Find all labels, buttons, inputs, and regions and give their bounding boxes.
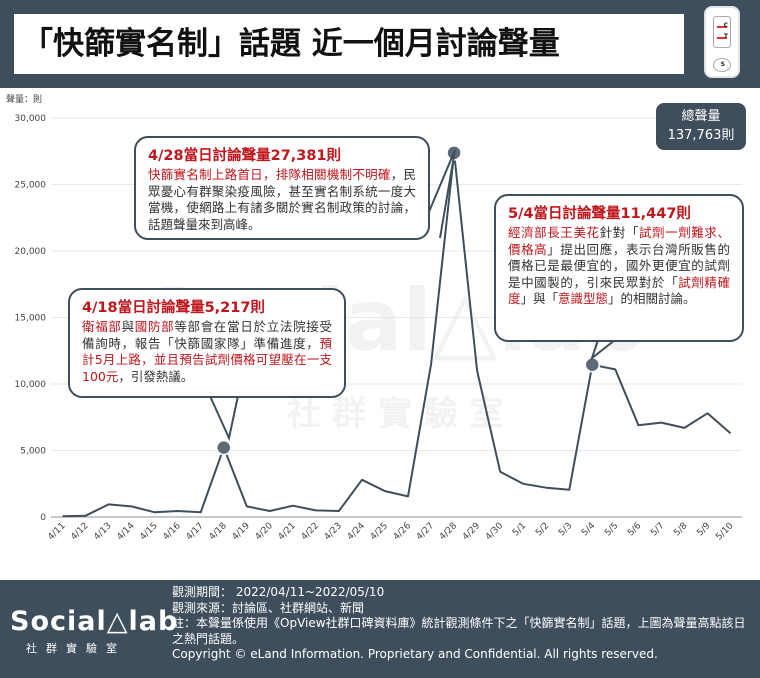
x-tick-label: 5/4 xyxy=(580,521,598,539)
x-tick-label: 4/21 xyxy=(277,521,298,542)
watermark-subtitle: 社 群 實 驗 室 xyxy=(286,394,503,434)
callout-text-segment: 試劑一劑難求、價格高 xyxy=(508,225,730,257)
callout-body: 衛福部與國防部等部會在當日於立法院接受備詢時，報告「快篩國家隊」準備進度，預計5… xyxy=(82,319,332,385)
callout-text-segment: 試劑精確度 xyxy=(508,274,730,307)
callout-heading: 4/18當日討論聲量5,217則 xyxy=(82,300,265,316)
peak-marker xyxy=(216,439,232,456)
kit-label-c: C xyxy=(723,22,728,29)
callout-body: 經濟部長王美花針對「試劑一劑難求、價格高」提出回應，表示台灣所販售的價格已是最便… xyxy=(508,225,730,308)
x-tick-label: 5/9 xyxy=(695,521,713,539)
x-tick-label: 4/18 xyxy=(208,521,230,543)
x-axis-ticks: 4/11 4/12 4/13 4/14 4/15 4/16 4/17 4/18 4/19 4/20… xyxy=(46,521,736,543)
x-tick-label: 5/1 xyxy=(511,521,528,538)
x-tick-label: 4/14 xyxy=(115,521,137,543)
y-tick-label: 30,000 xyxy=(15,114,47,124)
copyright: Copyright © eLand Information. Proprieta… xyxy=(172,647,658,661)
x-tick-label: 4/25 xyxy=(369,521,390,542)
callout-heading: 5/4當日討論聲量11,447則 xyxy=(508,206,691,222)
callout-text-segment: 」與「 xyxy=(520,291,559,306)
control-line xyxy=(717,26,727,28)
x-tick-label: 5/8 xyxy=(672,521,690,539)
callout-text-segment: 衛福部 xyxy=(82,319,122,334)
x-tick-label: 4/28 xyxy=(438,521,460,543)
y-axis-title: 聲量：則 xyxy=(6,94,42,105)
x-tick-label: 4/13 xyxy=(92,521,113,542)
callout-text-segment: 國防部 xyxy=(134,319,175,334)
y-tick-label: 25,000 xyxy=(15,181,47,191)
x-tick-label: 4/27 xyxy=(415,521,436,542)
test-kit-icon: C T S xyxy=(704,6,740,78)
footer-note: 註：本聲量係使用《OpView社群口碑資料庫》統計觀測條件下之「快篩實名制」話題… xyxy=(172,616,746,646)
x-tick-label: 4/11 xyxy=(46,521,67,542)
kit-label-s: S xyxy=(720,61,725,68)
test-line xyxy=(717,37,727,39)
y-tick-label: 10,000 xyxy=(15,380,47,390)
x-tick-label: 4/16 xyxy=(161,521,183,543)
callout-0418: 4/18當日討論聲量5,217則 衛福部與國防部等部會在當日於立法院接受備詢時，… xyxy=(68,288,346,398)
callout-tail-0418 xyxy=(209,395,239,442)
x-tick-label: 4/22 xyxy=(300,521,321,542)
series-line xyxy=(62,151,732,518)
callout-text-segment: 」提出回應，表示台灣所販售的價格已是最便宜的，國外更便宜的試劑是中國製的，引來民… xyxy=(508,241,730,290)
callout-text-segment: 意識型態 xyxy=(558,291,609,306)
callout-text-segment: 排隊相關機制不明確 xyxy=(275,167,391,182)
footer-info: 觀測期間： 2022/04/11~2022/05/10 觀測來源：討論區、社群網… xyxy=(172,585,757,663)
peak-marker xyxy=(584,357,601,373)
callout-body: 快篩實名制上路首日，排隊相關機制不明確，民眾憂心有群聚染疫風險，甚至實名制系統一… xyxy=(148,167,416,233)
x-tick-label: 4/15 xyxy=(138,521,159,542)
kit-label-t: T xyxy=(723,33,728,40)
x-tick-label: 4/30 xyxy=(484,521,506,543)
callout-tail-0504 xyxy=(590,339,616,361)
x-tick-label: 5/10 xyxy=(714,521,736,543)
callout-text-segment: 等部會在當日於立法院接受備詢時，報告「快篩國家隊」準備進度， xyxy=(82,319,332,351)
x-tick-label: 5/2 xyxy=(534,521,551,538)
callout-text-segment: ，引發熱議。 xyxy=(118,368,194,384)
highlight-markers xyxy=(216,145,601,456)
sample-well: S xyxy=(713,58,731,72)
page-title: 「快篩實名制」話題 近一個月討論聲量 xyxy=(14,14,684,74)
x-tick-label: 4/29 xyxy=(461,521,483,543)
total-volume-badge: 總聲量 137,763則 xyxy=(656,103,746,150)
callout-text-segment: 經濟部長王美花 xyxy=(508,225,600,240)
y-axis-ticks: 0 5,000 10,000 15,000 20,000 25,000 30,000 xyxy=(15,114,47,523)
x-tick-label: 4/19 xyxy=(231,521,253,543)
logo-subtitle: 社群實驗室 xyxy=(26,642,126,655)
y-tick-label: 5,000 xyxy=(20,447,46,457)
sociallab-logo: Social△lab xyxy=(10,606,179,637)
x-tick-label: 4/23 xyxy=(323,521,344,542)
x-tick-label: 4/12 xyxy=(69,521,90,542)
observation-period: 觀測期間： 2022/04/11~2022/05/10 xyxy=(172,585,385,599)
callout-text-segment: 快篩實名制上路首日， xyxy=(148,167,276,182)
callout-text-segment: 針對「 xyxy=(599,225,639,240)
x-tick-label: 4/24 xyxy=(346,521,368,543)
x-tick-label: 4/17 xyxy=(184,521,205,542)
observation-source: 觀測來源：討論區、社群網站、新聞 xyxy=(172,600,365,615)
x-tick-label: 5/5 xyxy=(603,521,620,538)
x-tick-label: 4/26 xyxy=(392,521,414,543)
x-tick-label: 5/3 xyxy=(557,521,574,538)
y-tick-label: 20,000 xyxy=(15,247,47,257)
callout-0504: 5/4當日討論聲量11,447則 經濟部長王美花針對「試劑一劑難求、價格高」提出… xyxy=(494,194,744,342)
x-tick-label: 5/6 xyxy=(626,521,644,539)
callout-text-segment: 」的相關討論。 xyxy=(608,291,696,306)
total-value: 137,763則 xyxy=(667,128,735,143)
footer: Social△lab 社群實驗室 觀測期間： 2022/04/11~2022/0… xyxy=(0,580,760,678)
callout-text-segment: 預計5月上路，並且預告試劑價格可望壓在一支100元 xyxy=(82,335,332,384)
callout-0428: 4/28當日討論聲量27,381則 快篩實名制上路首日，排隊相關機制不明確，民眾… xyxy=(134,136,430,240)
x-tick-label: 5/7 xyxy=(649,521,666,538)
x-tick-label: 4/20 xyxy=(254,521,276,543)
y-tick-label: 0 xyxy=(40,513,46,523)
header-bar: 「快篩實名制」話題 近一個月討論聲量 C T S xyxy=(0,0,760,88)
callout-text-segment: ，民眾憂心有群聚染疫風險，甚至實名制系統一度大當機，使網路上有諸多關於實名制政策… xyxy=(148,167,416,232)
total-label: 總聲量 xyxy=(681,109,721,124)
callout-text-segment: 與 xyxy=(121,319,135,334)
callout-heading: 4/28當日討論聲量27,381則 xyxy=(148,148,342,164)
y-tick-label: 15,000 xyxy=(15,314,47,324)
test-kit-window: C T xyxy=(713,16,731,48)
